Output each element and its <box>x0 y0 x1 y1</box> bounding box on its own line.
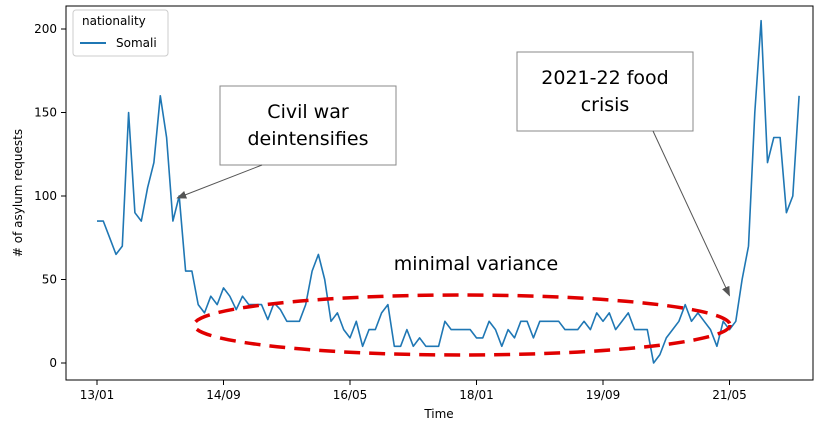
annotation-arrow-civil-war <box>176 164 263 199</box>
y-tick-label: 0 <box>49 356 57 370</box>
legend-title: nationality <box>82 14 146 28</box>
minimal-variance-ellipse <box>192 293 732 357</box>
annotation-text-food-crisis-line1: 2021-22 food <box>541 67 668 89</box>
legend: nationality Somali <box>72 9 169 57</box>
x-tick-label: 14/09 <box>206 388 241 402</box>
annotation-text-food-crisis-line2: crisis <box>581 94 630 116</box>
y-tick-label: 50 <box>42 273 57 287</box>
y-axis: 0 50 100 150 200 <box>34 22 66 370</box>
annotation-civil-war: Civil war deintensifies <box>176 85 397 199</box>
series-layer <box>97 19 800 364</box>
y-tick-label: 200 <box>34 22 57 36</box>
minimal-variance-label: minimal variance <box>394 253 558 275</box>
x-tick-label: 19/09 <box>586 388 621 402</box>
annotation-text-civil-war-line1: Civil war <box>267 101 349 123</box>
legend-entry-somali: Somali <box>116 36 157 50</box>
x-tick-label: 16/05 <box>333 388 368 402</box>
x-tick-label: 18/01 <box>459 388 494 402</box>
y-axis-label: # of asylum requests <box>11 129 25 257</box>
annotation-food-crisis: 2021-22 food crisis <box>516 51 730 297</box>
x-tick-label: 13/01 <box>80 388 115 402</box>
annotation-box-civil-war <box>219 85 397 166</box>
annotation-arrow-food-crisis <box>652 130 730 297</box>
annotation-box-food-crisis <box>516 51 694 132</box>
y-tick-label: 150 <box>34 106 57 120</box>
x-axis: 13/01 14/09 16/05 18/01 19/09 21/05 <box>80 380 747 402</box>
annotation-text-civil-war-line2: deintensifies <box>248 128 369 150</box>
series-line-somali <box>97 19 800 364</box>
x-axis-label: Time <box>423 407 453 421</box>
y-tick-label: 100 <box>34 189 57 203</box>
x-tick-label: 21/05 <box>712 388 747 402</box>
legend-box <box>72 9 169 57</box>
plot-area <box>65 5 814 381</box>
